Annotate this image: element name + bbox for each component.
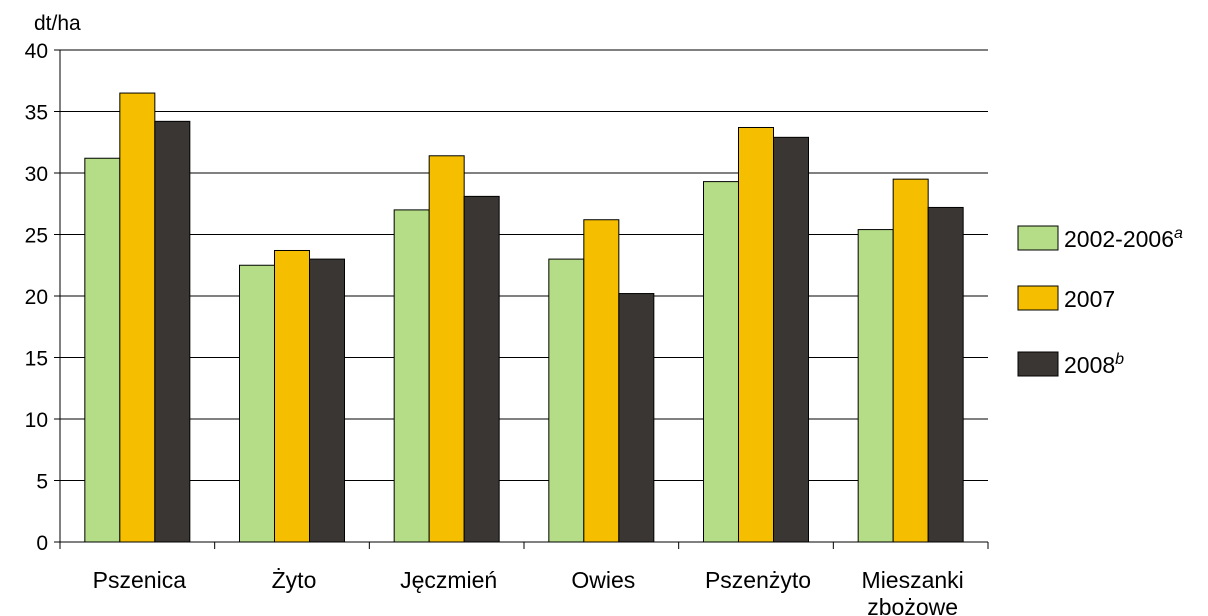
bar: [309, 258, 345, 543]
bar: [857, 229, 894, 543]
bar: [428, 155, 465, 543]
axes: 0 5 10 15 20 25 30 35 40 Pszenica Żyto Jęczmień Owie…: [25, 40, 989, 616]
bar: [738, 126, 774, 543]
bar: [119, 92, 156, 543]
legend-label: 2007: [1064, 286, 1115, 312]
category-label: zbożowe: [867, 594, 958, 616]
legend-swatch: [1017, 225, 1059, 251]
bar: [548, 258, 585, 543]
category-label: Żyto: [272, 567, 317, 593]
legend-swatch: [1017, 351, 1059, 377]
y-tick-label: 10: [25, 409, 48, 432]
y-tick-label: 0: [36, 532, 48, 555]
y-tick-label: 40: [25, 40, 48, 63]
gridlines: [60, 49, 988, 481]
bar: [773, 136, 809, 543]
bar: [927, 206, 964, 543]
bar: [154, 120, 191, 543]
y-tick-label: 20: [25, 286, 48, 309]
bar: [393, 209, 430, 543]
y-tick-label: 5: [36, 471, 48, 494]
bar: [703, 181, 739, 543]
category-label: Owies: [571, 567, 635, 593]
category-label: Jęczmień: [400, 567, 497, 593]
category-label: Mieszanki: [862, 567, 964, 593]
category-label: Pszenżyto: [705, 567, 811, 593]
legend-label: 2002-2006a: [1064, 225, 1183, 252]
bar: [239, 264, 275, 543]
bar: [84, 157, 121, 543]
bar: [892, 178, 929, 543]
y-tick-label: 35: [25, 102, 48, 125]
legend: 2002-2006a 2007 2008b: [1017, 225, 1183, 378]
legend-swatch: [1017, 285, 1059, 311]
bar: [463, 195, 500, 543]
y-tick-label: 15: [25, 348, 48, 371]
y-tick-label: 30: [25, 163, 48, 186]
y-tick-label: 25: [25, 225, 48, 248]
y-axis-label: dt/ha: [34, 12, 81, 35]
bar: [583, 219, 620, 543]
bar: [618, 293, 655, 543]
category-label: Pszenica: [93, 567, 187, 593]
bars: [84, 92, 964, 543]
bar: [274, 249, 310, 543]
legend-label: 2008b: [1064, 351, 1124, 378]
